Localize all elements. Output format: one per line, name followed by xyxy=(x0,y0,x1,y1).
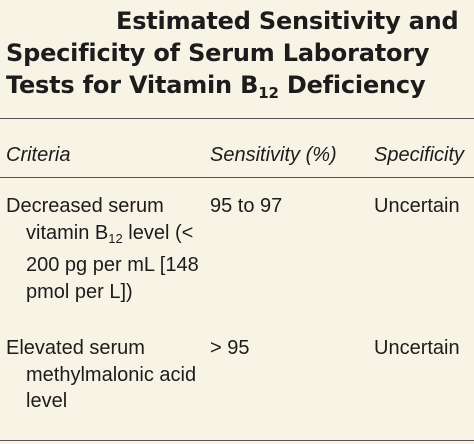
row-1-criteria: Decreased serum vitamin B12 level (< 200… xyxy=(6,193,222,305)
top-rule xyxy=(0,118,474,119)
title-subscript: 12 xyxy=(258,84,279,102)
row-2-criteria: Elevated serum methylmalonic acid level xyxy=(6,337,197,412)
row-1-criteria-subscript: 12 xyxy=(108,230,123,246)
title-line-3: Tests for Vitamin B12 Deficiency xyxy=(6,69,472,109)
header-rule xyxy=(0,177,474,178)
header-criteria: Criteria xyxy=(6,144,71,166)
row-1-criteria-text: Decreased serum vitamin B xyxy=(6,195,164,244)
row-1-sensitivity: 95 to 97 xyxy=(210,195,283,217)
row-2-specificity: Uncertain xyxy=(374,337,460,359)
row-1-criteria-end: level (< 200 pg per mL [148 pmol per L]) xyxy=(26,221,199,303)
header-sensitivity: Sensitivity (%) xyxy=(210,144,337,166)
row-1-specificity: Uncertain xyxy=(374,195,460,217)
title-line-3-end: Deficiency xyxy=(278,71,426,99)
title-line-2: Specificity of Serum Laboratory xyxy=(6,39,430,67)
title-line-3-text: Tests for Vitamin B xyxy=(6,71,259,99)
title-line-1: Estimated Sensitivity and xyxy=(116,7,459,35)
row-2-sensitivity: > 95 xyxy=(210,337,250,359)
header-specificity: Specificity xyxy=(374,144,465,166)
bottom-rule xyxy=(0,440,474,441)
table-title: Estimated Sensitivity and Specificity of… xyxy=(6,5,472,109)
